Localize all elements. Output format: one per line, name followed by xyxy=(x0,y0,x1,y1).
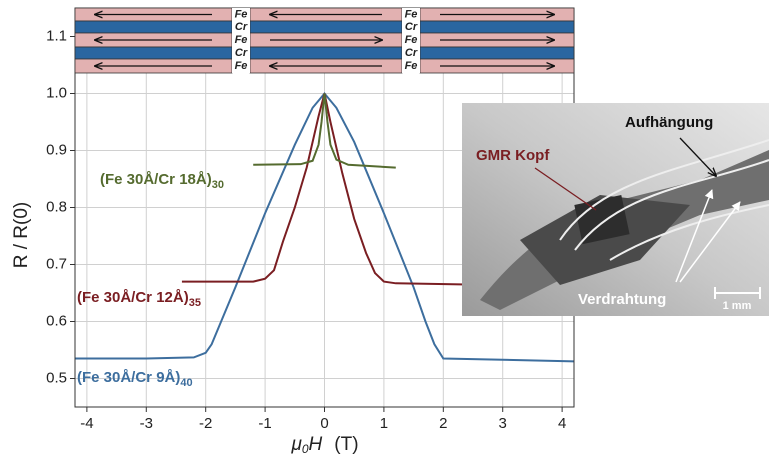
x-tick-label: -2 xyxy=(199,415,212,432)
cr-layer xyxy=(74,20,233,34)
x-tick-label: 1 xyxy=(380,415,388,432)
x-tick-label: 0 xyxy=(320,415,328,432)
series-line xyxy=(75,91,575,363)
series-name: (Fe 30Å/Cr 9Å) xyxy=(77,369,180,386)
cr-layer xyxy=(419,46,575,60)
layer-label: Fe xyxy=(405,34,418,46)
layer-label: Cr xyxy=(405,47,418,59)
x-tick-label: 2 xyxy=(439,415,447,432)
y-tick-label: 0.5 xyxy=(46,369,67,386)
layer-label: Fe xyxy=(235,60,248,72)
layer-label-bg xyxy=(402,8,420,21)
x-tick-label: -1 xyxy=(258,415,271,432)
series-label: (Fe 30Å/Cr 18Å)30 xyxy=(100,171,224,191)
layer-label: Fe xyxy=(235,8,248,20)
curves xyxy=(75,91,575,363)
layer-label: Cr xyxy=(405,21,418,33)
series-name: (Fe 30Å/Cr 12Å) xyxy=(77,289,189,306)
x-axis-label: μ0H (T) xyxy=(290,434,358,456)
y-tick-label: 0.9 xyxy=(46,141,67,158)
x-label-sub: 0 xyxy=(302,442,309,456)
layer-label-bg xyxy=(402,21,420,33)
x-label-unit: (T) xyxy=(334,434,358,455)
layer-label: Cr xyxy=(235,21,248,33)
x-tick-label: 3 xyxy=(499,415,507,432)
x-label-symbol: μ xyxy=(290,434,302,455)
inset-label: Aufhängung xyxy=(625,114,713,131)
layer-label-bg xyxy=(232,33,250,47)
cr-layer xyxy=(249,46,403,60)
layer-label-bg xyxy=(402,59,420,73)
y-tick-label: 0.8 xyxy=(46,198,67,215)
series-subscript: 35 xyxy=(189,297,201,309)
x-tick-label: 4 xyxy=(558,415,566,432)
x-tick-label: -3 xyxy=(140,415,153,432)
y-tick-label: 0.6 xyxy=(46,312,67,329)
series-label: (Fe 30Å/Cr 12Å)35 xyxy=(77,289,201,309)
y-tick-label: 1.0 xyxy=(46,84,67,101)
series-subscript: 30 xyxy=(212,179,224,191)
series-label: (Fe 30Å/Cr 9Å)40 xyxy=(77,369,193,389)
inset-label: GMR Kopf xyxy=(476,147,550,164)
layer-label: Fe xyxy=(405,8,418,20)
layer-label-bg xyxy=(402,47,420,59)
layer-label-bg xyxy=(402,33,420,47)
layer-label-bg xyxy=(232,47,250,59)
cr-layer xyxy=(419,20,575,34)
series-subscript: 40 xyxy=(180,377,192,389)
series-line xyxy=(253,93,396,169)
y-tick-label: 1.1 xyxy=(46,27,67,44)
layer-label-bg xyxy=(232,21,250,33)
cr-layer xyxy=(249,20,403,34)
series-name: (Fe 30Å/Cr 18Å) xyxy=(100,171,212,188)
layer-label: Fe xyxy=(405,60,418,72)
inset-label: Verdrahtung xyxy=(578,291,666,308)
layer-label-bg xyxy=(232,59,250,73)
y-axis-label: R / R(0) xyxy=(11,202,32,269)
x-tick-label: -4 xyxy=(80,415,93,432)
layer-label: Fe xyxy=(235,34,248,46)
x-label-var: H xyxy=(309,434,323,455)
cr-layer xyxy=(74,46,233,60)
layer-label: Cr xyxy=(235,47,248,59)
y-tick-label: 0.7 xyxy=(46,255,67,272)
inset-photo: Aufhängung GMR Kopf Verdrahtung 1 mm xyxy=(462,103,769,316)
scale-label: 1 mm xyxy=(723,300,752,312)
layer-label-bg xyxy=(232,8,250,21)
